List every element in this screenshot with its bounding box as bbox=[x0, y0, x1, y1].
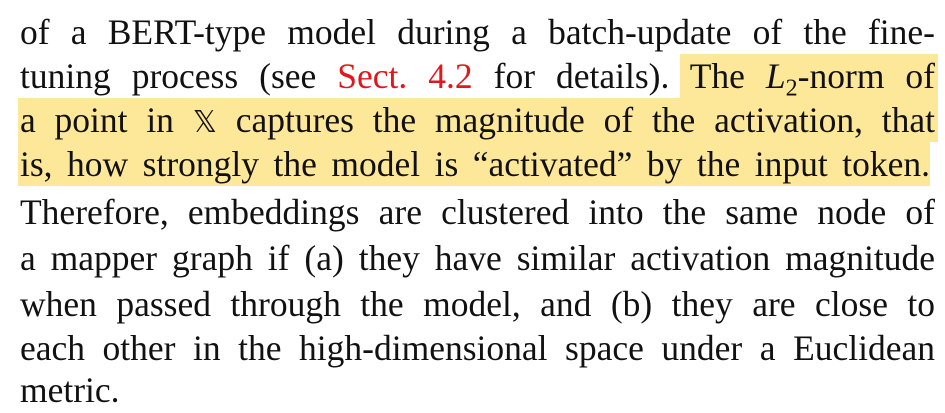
section-reference-link[interactable]: Sect. 4.2 bbox=[337, 56, 473, 96]
paragraph-line-9: metric. bbox=[20, 368, 120, 412]
paragraph-line-8: each other in the high-dimensional space… bbox=[20, 326, 935, 370]
paragraph-line-7: when passed through the model, and (b) t… bbox=[20, 282, 935, 326]
paragraph-line-6: a mapper graph if (a) they have similar … bbox=[20, 236, 935, 280]
l2-norm-subscript: 2 bbox=[785, 75, 798, 102]
line-4-text: is, how strongly the model is “activated… bbox=[20, 144, 930, 184]
paragraph-line-2: tuning process (see Sect. 4.2 for detail… bbox=[20, 54, 935, 102]
line-6-text: a mapper graph if (a) they have similar … bbox=[20, 238, 935, 278]
line-2-text-start: tuning process (see bbox=[20, 56, 338, 96]
line-2-text-end: -norm of bbox=[797, 56, 935, 96]
line-7-text: when passed through the model, and (b) t… bbox=[20, 284, 935, 324]
paragraph-line-3: a point in 𝕏 captures the magnitude of t… bbox=[20, 98, 935, 142]
line-8-text: each other in the high-dimensional space… bbox=[20, 328, 935, 368]
paragraph-line-4: is, how strongly the model is “activated… bbox=[20, 142, 930, 186]
highlight-band-2 bbox=[18, 98, 938, 142]
highlight-start-text: The bbox=[689, 56, 766, 96]
line-3-text-end: captures the magnitude of the activation… bbox=[216, 100, 935, 140]
line-3-text-start: a point in bbox=[20, 100, 193, 140]
paragraph-line-5: Therefore, embeddings are clustered into… bbox=[20, 190, 935, 234]
paragraph-line-1: of a BERT-type model during a batch-upda… bbox=[20, 10, 935, 54]
line-2-text-mid: for details). bbox=[472, 56, 690, 96]
line-1-text: of a BERT-type model during a batch-upda… bbox=[20, 12, 935, 52]
highlight-band-1 bbox=[680, 54, 938, 98]
line-9-text: metric. bbox=[20, 370, 120, 410]
highlight-band-3 bbox=[18, 142, 930, 186]
l2-norm-symbol: L2 bbox=[765, 56, 798, 102]
l2-norm-L: L bbox=[765, 56, 786, 96]
line-5-text: Therefore, embeddings are clustered into… bbox=[20, 192, 935, 232]
blackboard-x-symbol: 𝕏 bbox=[192, 105, 217, 140]
